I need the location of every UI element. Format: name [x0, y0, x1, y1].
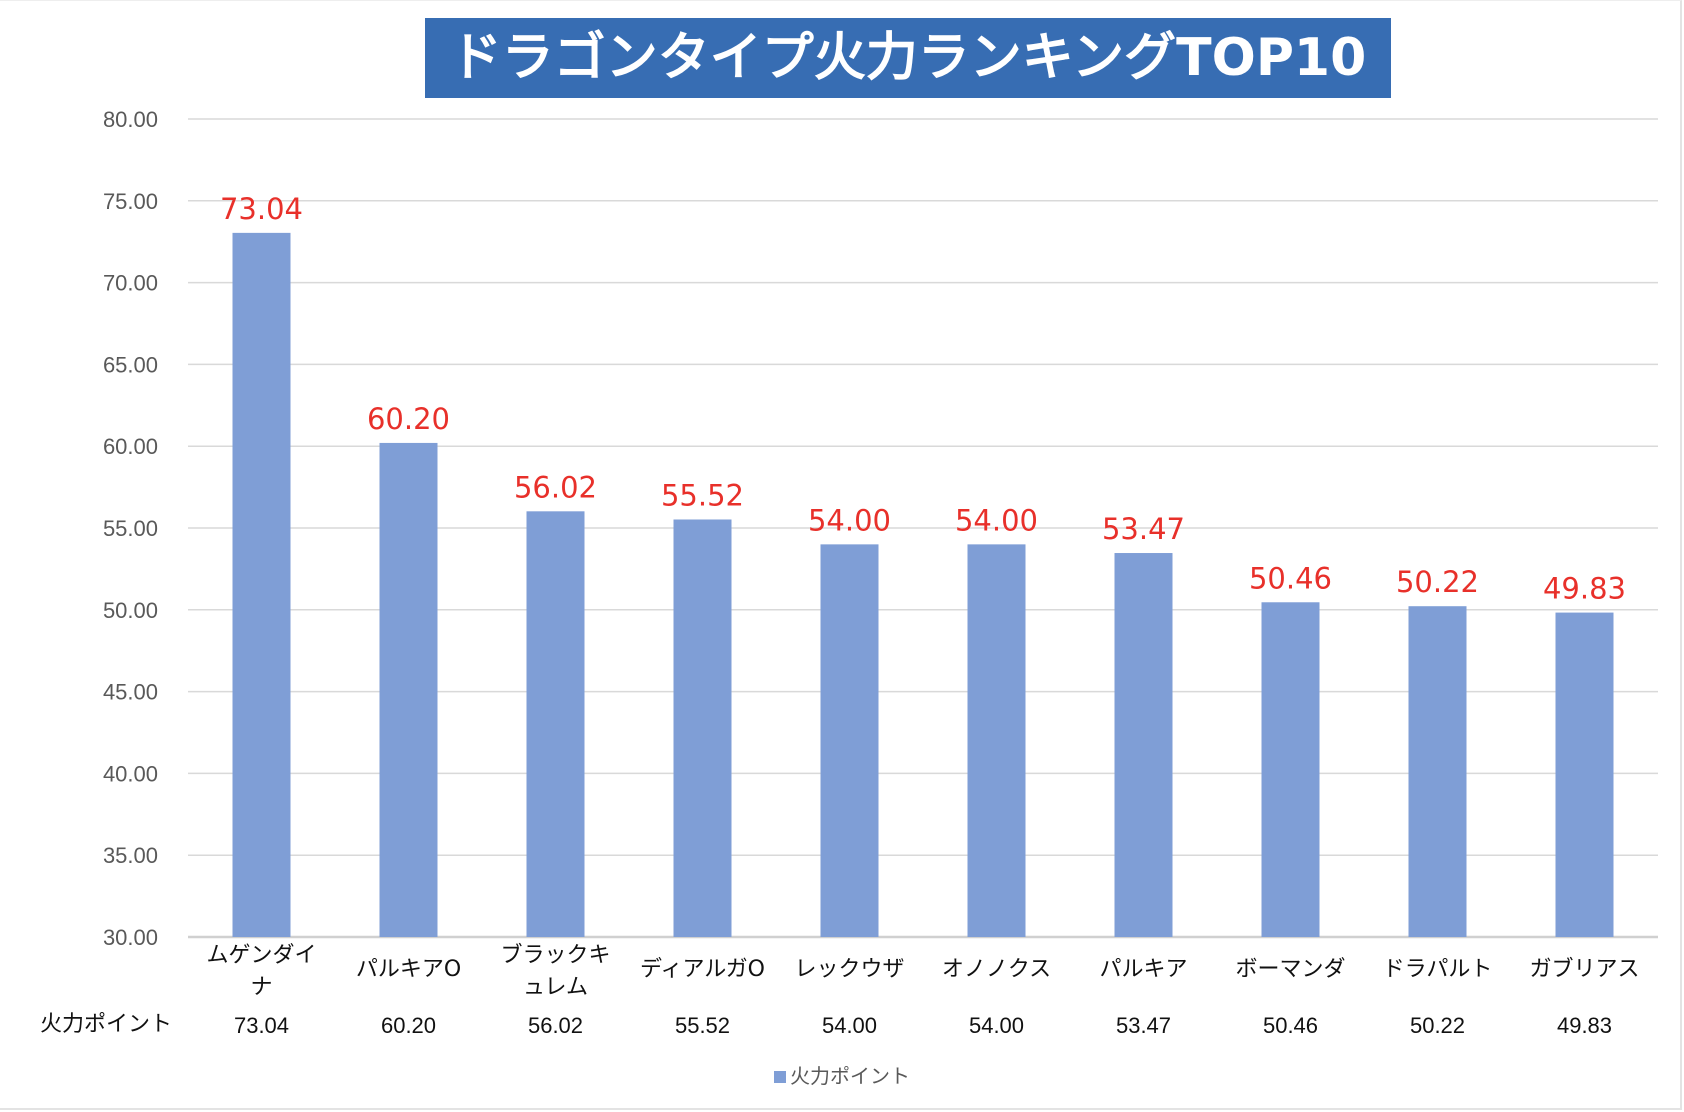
- bar: [1555, 612, 1614, 937]
- legend-label: 火力ポイント: [790, 1064, 910, 1088]
- x-category-label: ドラパルト: [1383, 957, 1493, 982]
- data-table-value: 54.00: [822, 1013, 877, 1038]
- x-category-label: ムゲンダイ: [206, 943, 316, 968]
- bar: [967, 544, 1026, 937]
- data-table-value: 73.04: [234, 1013, 289, 1038]
- data-label: 54.00: [808, 503, 891, 537]
- data-label: 49.83: [1543, 572, 1626, 606]
- data-table-value: 53.47: [1116, 1013, 1171, 1038]
- bar: [379, 442, 438, 937]
- x-category-label: ガブリアス: [1529, 957, 1639, 982]
- data-label: 50.22: [1396, 565, 1479, 599]
- legend-swatch: [774, 1071, 786, 1083]
- y-tick-label: 80.00: [103, 107, 158, 132]
- bar: [820, 544, 879, 937]
- data-label: 50.46: [1249, 561, 1332, 595]
- legend: 火力ポイント: [0, 1060, 1684, 1089]
- data-table-value: 54.00: [969, 1013, 1024, 1038]
- x-category-label: レックウザ: [794, 957, 904, 982]
- data-table-value: 60.20: [381, 1013, 436, 1038]
- data-label: 60.20: [367, 402, 450, 436]
- y-tick-label: 45.00: [103, 680, 158, 705]
- x-category-label: ブラックキ: [500, 943, 610, 968]
- data-label: 55.52: [661, 478, 744, 512]
- data-label: 56.02: [514, 470, 597, 504]
- data-table-value: 50.46: [1263, 1013, 1318, 1038]
- y-tick-label: 50.00: [103, 598, 158, 623]
- x-category-label: オノノクス: [942, 957, 1051, 982]
- bar: [232, 232, 291, 937]
- y-tick-label: 75.00: [103, 189, 158, 214]
- x-category-label: パルキアO: [356, 957, 461, 982]
- bar: [1261, 602, 1320, 937]
- y-tick-label: 65.00: [103, 352, 158, 377]
- x-category-label: ナ: [250, 975, 272, 1000]
- bar: [673, 519, 732, 937]
- y-tick-label: 70.00: [103, 271, 158, 296]
- data-label: 54.00: [955, 503, 1038, 537]
- x-category-label: パルキア: [1099, 957, 1187, 982]
- x-category-label: ボーマンダ: [1235, 957, 1345, 982]
- x-category-label: ュレム: [523, 975, 588, 1000]
- y-tick-label: 35.00: [103, 843, 158, 868]
- x-category-label: ディアルガO: [640, 957, 765, 982]
- chart-title: ドラゴンタイプ火力ランキングTOP10: [425, 18, 1391, 98]
- data-table-value: 55.52: [675, 1013, 730, 1038]
- bar: [526, 511, 585, 937]
- y-tick-label: 60.00: [103, 434, 158, 459]
- bar: [1408, 606, 1467, 937]
- data-table-value: 56.02: [528, 1013, 583, 1038]
- bar: [1114, 553, 1173, 937]
- data-label: 73.04: [220, 192, 303, 226]
- y-tick-label: 30.00: [103, 925, 158, 950]
- y-tick-label: 55.00: [103, 516, 158, 541]
- data-table-series-label: 火力ポイント: [40, 1012, 172, 1037]
- data-table-value: 49.83: [1557, 1013, 1612, 1038]
- data-table-value: 50.22: [1410, 1013, 1465, 1038]
- y-tick-label: 40.00: [103, 761, 158, 786]
- data-label: 53.47: [1102, 512, 1185, 546]
